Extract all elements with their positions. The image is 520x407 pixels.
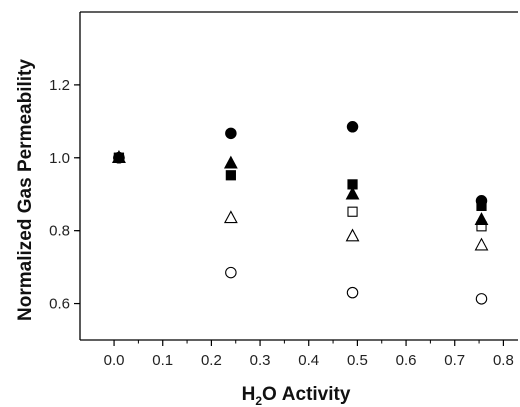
x-tick-label: 0.3: [250, 352, 271, 369]
x-tick-label: 0.0: [104, 352, 125, 369]
axes: 0.0 0.1 0.2 0.3 0.4 0.5 0.6 0.7 0.8 0.6 0.8 1.0 1.2: [49, 11, 518, 369]
data-point-square-open: [347, 206, 358, 217]
data-point-circle-open: [346, 286, 359, 299]
x-axis-formula-subscript: 2: [255, 394, 262, 407]
x-tick-label: 0.6: [396, 352, 417, 369]
data-points: [112, 121, 489, 305]
y-tick-label: 1.0: [49, 150, 70, 167]
data-point-triangle-filled: [223, 155, 238, 169]
y-axis-title: Normalized Gas Permeability: [15, 59, 36, 321]
x-axis-formula-prefix: H: [242, 384, 256, 405]
data-point-square-filled: [225, 170, 236, 181]
x-tick-label: 0.8: [493, 352, 514, 369]
data-point-triangle-filled: [474, 212, 489, 225]
data-point-square-filled: [476, 200, 487, 211]
data-point-triangle-open: [223, 210, 238, 224]
y-tick-label: 0.8: [49, 223, 70, 240]
x-tick-label: 0.2: [201, 352, 222, 369]
y-tick-label: 0.6: [49, 296, 70, 313]
data-point-circle-open: [475, 293, 488, 305]
x-tick-label: 0.4: [298, 352, 319, 369]
x-tick-label: 0.1: [152, 352, 173, 369]
data-point-triangle-filled: [345, 186, 360, 200]
y-tick-label: 1.2: [49, 77, 70, 94]
x-axis-formula-suffix: O: [262, 384, 277, 405]
data-point-triangle-filled: [112, 150, 126, 164]
x-tick-label: 0.5: [347, 352, 368, 369]
x-axis-label: Activity: [282, 384, 351, 405]
data-point-circle-open: [225, 266, 237, 279]
data-point-triangle-open: [345, 228, 360, 242]
x-axis-title: H2O Activity: [242, 384, 351, 407]
data-point-circle-filled: [225, 127, 237, 140]
data-point-triangle-open: [474, 237, 489, 251]
x-tick-label: 0.7: [444, 352, 465, 369]
data-point-circle-filled: [346, 121, 359, 133]
